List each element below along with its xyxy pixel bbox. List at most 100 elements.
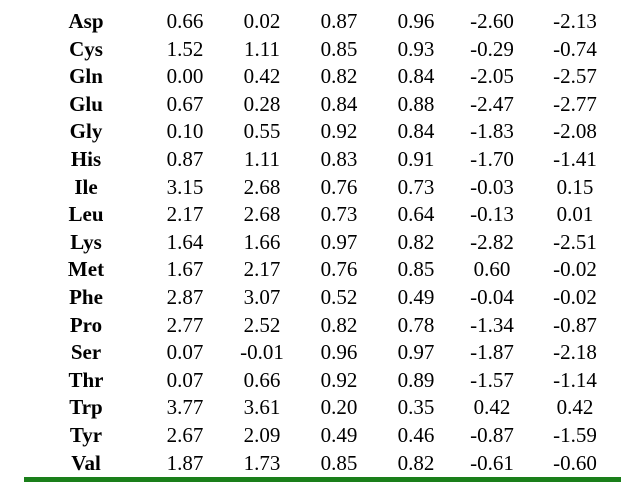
value-cell: 0.88 [397, 91, 435, 116]
value-cell: 0.78 [397, 312, 435, 337]
value-cell: 0.00 [166, 64, 204, 89]
value-cell: 0.52 [320, 284, 358, 309]
value-cell: 0.07 [166, 340, 204, 365]
amino-acid-name: Asp [68, 9, 104, 33]
value-cell: -0.02 [553, 284, 597, 309]
table-bottom-rule [24, 477, 621, 482]
value-cell: 0.87 [320, 9, 358, 33]
value-cell: 1.11 [244, 146, 280, 171]
value-cell: -1.41 [553, 146, 597, 171]
value-cell: -2.57 [553, 64, 597, 89]
table-row: Gln 0.00 0.42 0.82 0.84 -2.05 -2.57 [0, 63, 635, 91]
amino-acid-name: His [70, 146, 102, 171]
value-cell: 2.77 [166, 312, 204, 337]
value-cell: 0.42 [556, 395, 594, 420]
value-cell: -2.51 [553, 229, 597, 254]
table-row: Asp 0.66 0.02 0.87 0.96 -2.60 -2.13 [0, 8, 635, 36]
value-cell: 0.85 [397, 257, 435, 282]
value-cell: 0.20 [320, 395, 358, 420]
value-cell: -0.13 [470, 202, 514, 227]
value-cell: -2.47 [470, 91, 514, 116]
value-cell: 1.64 [166, 229, 204, 254]
value-cell: -0.02 [553, 257, 597, 282]
value-cell: 0.97 [397, 340, 435, 365]
value-cell: -1.59 [553, 422, 597, 447]
table-row: Ile 3.15 2.68 0.76 0.73 -0.03 0.15 [0, 174, 635, 202]
value-cell: 2.68 [243, 174, 281, 199]
table-row: Glu 0.67 0.28 0.84 0.88 -2.47 -2.77 [0, 91, 635, 119]
value-cell: 0.76 [320, 174, 358, 199]
value-cell: -1.83 [470, 119, 514, 144]
value-cell: 0.85 [320, 450, 358, 475]
amino-acid-name: Phe [69, 284, 103, 309]
value-cell: 0.82 [320, 312, 358, 337]
value-cell: 3.61 [243, 395, 281, 420]
value-cell: 0.73 [320, 202, 358, 227]
value-cell: 1.52 [166, 36, 204, 61]
value-cell: 3.77 [166, 395, 204, 420]
amino-acid-name: Glu [69, 91, 103, 116]
value-cell: -0.87 [553, 312, 597, 337]
value-cell: 0.84 [397, 64, 435, 89]
value-cell: 0.73 [397, 174, 435, 199]
value-cell: 1.66 [243, 229, 281, 254]
table-row: His 0.87 1.11 0.83 0.91 -1.70 -1.41 [0, 146, 635, 174]
value-cell: 0.49 [320, 422, 358, 447]
value-cell: 0.46 [397, 422, 435, 447]
value-cell: 0.85 [320, 36, 358, 61]
value-cell: 0.91 [397, 146, 435, 171]
value-cell: -1.14 [553, 367, 597, 392]
value-cell: 2.67 [166, 422, 204, 447]
amino-acid-name: Gln [69, 64, 103, 89]
value-cell: -1.34 [470, 312, 514, 337]
value-cell: 0.89 [397, 367, 435, 392]
value-cell: 0.35 [397, 395, 435, 420]
table-row: Trp 3.77 3.61 0.20 0.35 0.42 0.42 [0, 394, 635, 422]
table-row: Cys 1.52 1.11 0.85 0.93 -0.29 -0.74 [0, 36, 635, 64]
amino-acid-table: Asp 0.66 0.02 0.87 0.96 -2.60 -2.13 Cys … [0, 8, 635, 477]
value-cell: 0.28 [243, 91, 281, 116]
value-cell: -1.87 [470, 340, 514, 365]
value-cell: 1.73 [243, 450, 281, 475]
table-row: Leu 2.17 2.68 0.73 0.64 -0.13 0.01 [0, 201, 635, 229]
value-cell: 0.76 [320, 257, 358, 282]
table-row: Met 1.67 2.17 0.76 0.85 0.60 -0.02 [0, 256, 635, 284]
value-cell: -2.05 [470, 64, 514, 89]
amino-acid-name: Val [71, 450, 101, 475]
table-row: Lys 1.64 1.66 0.97 0.82 -2.82 -2.51 [0, 229, 635, 257]
value-cell: 0.49 [397, 284, 435, 309]
value-cell: 2.52 [243, 312, 281, 337]
value-cell: 1.87 [166, 450, 204, 475]
value-cell: -2.08 [553, 119, 597, 144]
value-cell: -1.57 [470, 367, 514, 392]
value-cell: 0.92 [320, 367, 358, 392]
table-row: Gly 0.10 0.55 0.92 0.84 -1.83 -2.08 [0, 118, 635, 146]
value-cell: 2.17 [166, 202, 204, 227]
value-cell: -0.03 [470, 174, 514, 199]
value-cell: 0.02 [243, 9, 281, 33]
value-cell: 0.82 [397, 229, 435, 254]
amino-acid-name: Ile [74, 174, 98, 199]
value-cell: 1.67 [166, 257, 204, 282]
value-cell: 0.07 [166, 367, 204, 392]
value-cell: 0.66 [243, 367, 281, 392]
value-cell: -1.70 [470, 146, 514, 171]
value-cell: 0.92 [320, 119, 358, 144]
table-row: Pro 2.77 2.52 0.82 0.78 -1.34 -0.87 [0, 312, 635, 340]
value-cell: -2.60 [470, 9, 514, 33]
value-cell: 0.60 [473, 257, 511, 282]
amino-acid-name: Met [67, 257, 105, 282]
amino-acid-name: Tyr [69, 422, 103, 447]
value-cell: 0.82 [397, 450, 435, 475]
value-cell: 0.55 [243, 119, 281, 144]
amino-acid-name: Leu [68, 202, 104, 227]
value-cell: 0.15 [556, 174, 594, 199]
value-cell: 2.87 [166, 284, 204, 309]
value-cell: -2.18 [553, 340, 597, 365]
amino-acid-name: Gly [69, 119, 103, 144]
value-cell: 0.42 [243, 64, 281, 89]
value-cell: 2.09 [243, 422, 281, 447]
value-cell: 0.84 [320, 91, 358, 116]
value-cell: 0.01 [556, 202, 594, 227]
table-row: Ser 0.07 -0.01 0.96 0.97 -1.87 -2.18 [0, 339, 635, 367]
